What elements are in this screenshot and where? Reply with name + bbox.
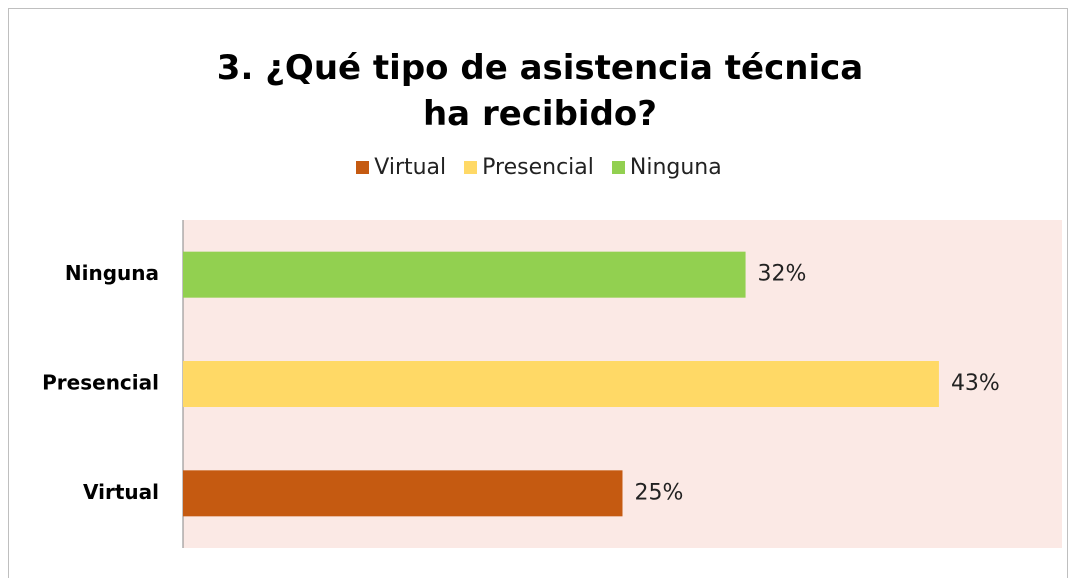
chart-frame xyxy=(8,8,1068,578)
chart-title: 3. ¿Qué tipo de asistencia técnica ha re… xyxy=(216,48,864,134)
data-label: 25% xyxy=(635,480,684,505)
data-label: 32% xyxy=(758,262,807,287)
legend-label: Virtual xyxy=(374,155,447,180)
bar xyxy=(183,470,623,517)
legend-label: Ninguna xyxy=(629,155,722,180)
legend-item: Presencial xyxy=(464,155,594,180)
legend: Virtual Presencial Ninguna xyxy=(0,155,1078,180)
data-label: 43% xyxy=(951,371,1000,396)
y-tick-label: Ninguna xyxy=(65,261,159,285)
legend-swatch xyxy=(611,161,625,174)
legend-item: Ninguna xyxy=(611,155,722,180)
legend-swatch xyxy=(464,161,478,174)
legend-label: Presencial xyxy=(482,155,594,180)
legend-swatch xyxy=(356,161,370,174)
bar xyxy=(183,251,746,298)
bar xyxy=(183,361,939,407)
y-tick-label: Presencial xyxy=(42,371,159,395)
legend-item: Virtual xyxy=(356,155,446,180)
y-tick-label: Virtual xyxy=(83,480,159,504)
